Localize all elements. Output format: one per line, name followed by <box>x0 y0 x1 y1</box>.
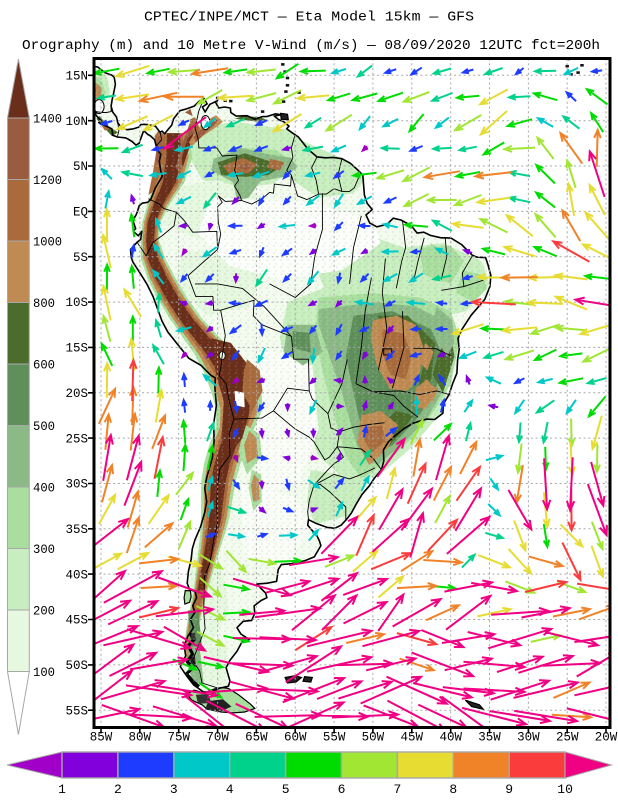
svg-text:45S: 45S <box>65 614 88 628</box>
svg-text:10: 10 <box>557 782 573 797</box>
svg-text:6: 6 <box>338 782 346 797</box>
svg-text:75W: 75W <box>167 731 190 745</box>
svg-text:1200: 1200 <box>33 173 62 188</box>
svg-text:70W: 70W <box>206 731 229 745</box>
svg-text:25S: 25S <box>65 432 88 446</box>
svg-text:Orography (m) and 10 Metre V-W: Orography (m) and 10 Metre V-Wind (m/s) … <box>22 38 600 54</box>
svg-text:65W: 65W <box>245 731 268 745</box>
svg-text:5N: 5N <box>73 160 88 174</box>
svg-text:30W: 30W <box>517 731 540 745</box>
svg-text:600: 600 <box>33 358 55 373</box>
svg-text:30S: 30S <box>65 478 88 492</box>
svg-text:400: 400 <box>33 481 55 496</box>
svg-text:55S: 55S <box>65 704 88 718</box>
svg-text:7: 7 <box>393 782 401 797</box>
svg-text:40S: 40S <box>65 568 88 582</box>
svg-text:25W: 25W <box>556 731 579 745</box>
svg-text:1000: 1000 <box>33 235 62 250</box>
svg-text:2: 2 <box>114 782 122 797</box>
svg-text:4: 4 <box>226 782 234 797</box>
svg-text:15S: 15S <box>65 342 88 356</box>
svg-text:500: 500 <box>33 419 55 434</box>
svg-text:100: 100 <box>33 665 55 680</box>
svg-text:800: 800 <box>33 296 55 311</box>
svg-text:50S: 50S <box>65 659 88 673</box>
svg-text:85W: 85W <box>90 731 113 745</box>
svg-text:3: 3 <box>170 782 178 797</box>
svg-text:EQ: EQ <box>73 206 88 220</box>
svg-text:CPTEC/INPE/MCT — Eta Model 15: CPTEC/INPE/MCT — Eta Model 15km — GFS <box>144 10 474 26</box>
svg-text:10S: 10S <box>65 296 88 310</box>
svg-text:60W: 60W <box>284 731 307 745</box>
svg-text:5S: 5S <box>73 251 88 265</box>
svg-text:40W: 40W <box>439 731 462 745</box>
svg-text:35S: 35S <box>65 523 88 537</box>
svg-text:80W: 80W <box>129 731 152 745</box>
svg-text:20S: 20S <box>65 387 88 401</box>
svg-text:10N: 10N <box>65 115 88 129</box>
svg-text:50W: 50W <box>362 731 385 745</box>
svg-text:1: 1 <box>58 782 66 797</box>
svg-text:5: 5 <box>282 782 290 797</box>
svg-text:9: 9 <box>505 782 513 797</box>
svg-text:1400: 1400 <box>33 112 62 127</box>
svg-text:15N: 15N <box>65 70 88 84</box>
svg-text:45W: 45W <box>401 731 424 745</box>
svg-text:55W: 55W <box>323 731 346 745</box>
svg-text:8: 8 <box>449 782 457 797</box>
svg-text:300: 300 <box>33 542 55 557</box>
svg-text:200: 200 <box>33 604 55 619</box>
svg-text:35W: 35W <box>478 731 501 745</box>
svg-text:20W: 20W <box>595 731 618 745</box>
